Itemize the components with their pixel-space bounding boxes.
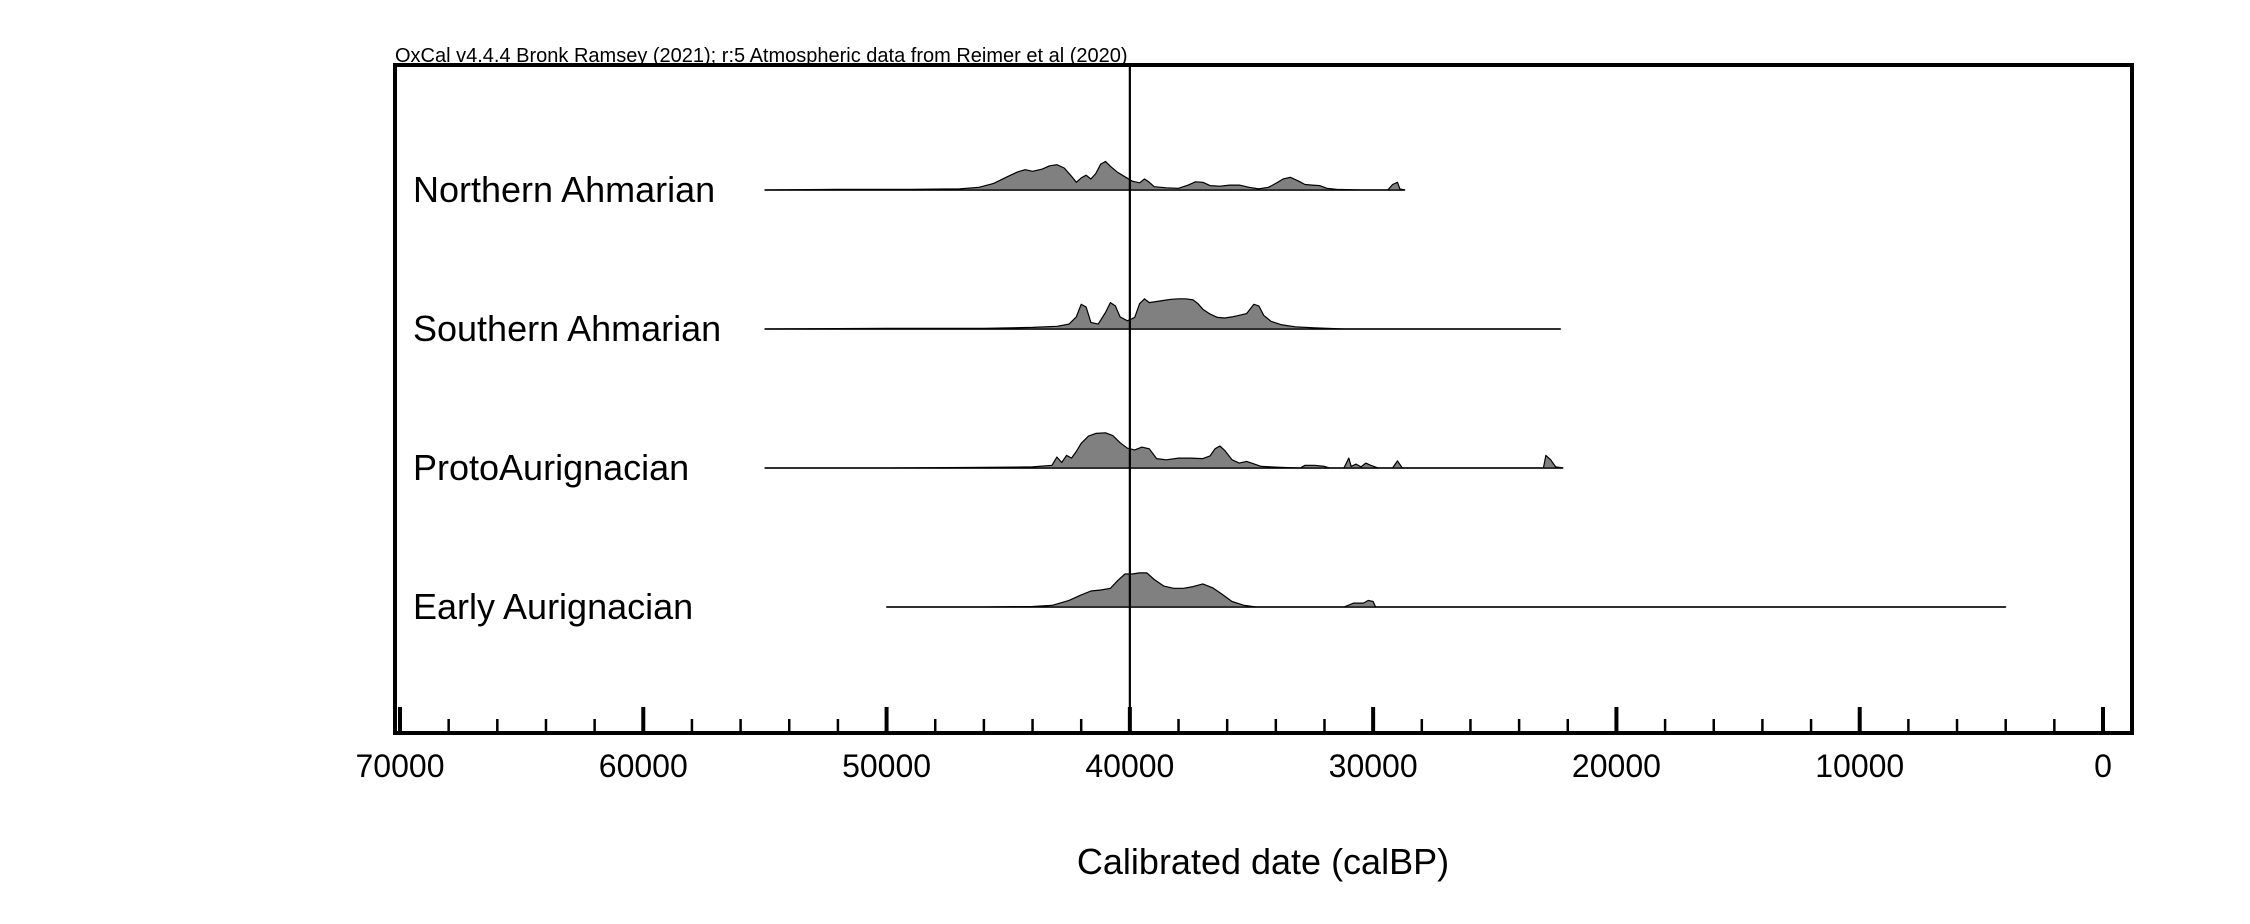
tick-label: 50000 <box>842 748 931 784</box>
tick-label: 30000 <box>1329 748 1418 784</box>
series-label-early-aurignacian: Early Aurignacian <box>413 586 693 627</box>
tick-label: 10000 <box>1815 748 1904 784</box>
tick-label: 0 <box>2094 748 2112 784</box>
density-area-protoaurignacian <box>764 432 1564 469</box>
series-protoaurignacian: ProtoAurignacian <box>413 432 1564 488</box>
plot-frame <box>393 63 2134 735</box>
series-label-northern-ahmarian: Northern Ahmarian <box>413 169 715 210</box>
series-early-aurignacian: Early Aurignacian <box>413 572 2007 627</box>
x-axis-title: Calibrated date (calBP) <box>1077 841 1449 882</box>
tick-label: 70000 <box>356 748 445 784</box>
tick-label: 20000 <box>1572 748 1661 784</box>
tick-label: 60000 <box>599 748 688 784</box>
density-area-southern-ahmarian <box>764 298 1562 330</box>
density-area-early-aurignacian <box>886 572 2007 608</box>
series-layer: Northern Ahmarian Southern Ahmarian ProtoA… <box>413 160 2007 627</box>
header-note: OxCal v4.4.4 Bronk Ramsey (2021); r:5 At… <box>395 45 1128 67</box>
series-southern-ahmarian: Southern Ahmarian <box>413 298 1562 349</box>
series-northern-ahmarian: Northern Ahmarian <box>413 160 1406 210</box>
tick-label: 40000 <box>1085 748 1174 784</box>
x-axis: 70000 60000 50000 40000 30000 20000 10000 0 <box>356 707 2112 784</box>
density-area-northern-ahmarian <box>764 160 1406 191</box>
series-label-protoaurignacian: ProtoAurignacian <box>413 447 689 488</box>
series-label-southern-ahmarian: Southern Ahmarian <box>413 308 721 349</box>
